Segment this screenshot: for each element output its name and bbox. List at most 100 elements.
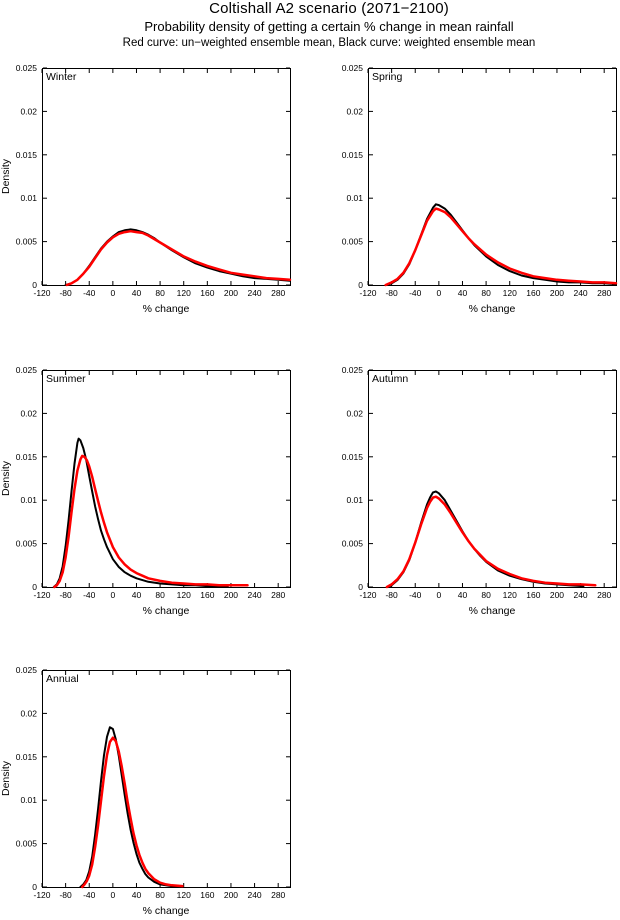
x-tick-label: 280 [597,590,611,600]
y-tick-label: 0 [358,280,363,290]
plot-box [42,670,291,888]
x-tick-label: 280 [271,890,285,900]
x-tick-label: 160 [200,590,214,600]
x-tick-label: -40 [409,288,422,298]
x-tick-label: 120 [503,590,517,600]
x-tick-label: -80 [59,890,72,900]
y-tick-label: 0.02 [20,106,37,116]
x-tick-label: -40 [83,288,96,298]
x-tick-label: 240 [247,890,261,900]
curve-weighted-autumn [387,490,585,588]
x-tick-label: 80 [155,288,165,298]
x-tick-label: 160 [200,890,214,900]
figure-subtitle: Probability density of getting a certain… [144,19,514,34]
figure-header: Coltishall A2 scenario (2071−2100) Proba… [42,0,616,50]
x-tick-label: 160 [526,590,540,600]
y-tick-label: 0.01 [20,193,37,203]
curve-unweighted-spring [384,207,618,287]
x-axis-title: % change [143,605,190,617]
x-tick-label: -40 [409,590,422,600]
y-tick-label: 0.01 [346,495,363,505]
x-tick-label: 40 [132,288,142,298]
x-tick-label: -80 [59,288,72,298]
y-tick-label: 0.005 [16,237,38,247]
y-tick-label: 0.015 [342,150,364,160]
curve-weighted-annual [79,726,182,888]
x-axis-title: % change [143,905,190,917]
x-tick-label: -40 [83,890,96,900]
curve-weighted-summer [52,437,229,588]
x-tick-label: -120 [33,890,50,900]
curve-unweighted-annual [80,736,184,889]
x-tick-label: 40 [458,590,468,600]
x-tick-label: 80 [481,288,491,298]
x-tick-label: 80 [481,590,491,600]
panel-spring: -120 -80 -40 0 40 80 120 160 200 240 280 0 0.005 0.01… [342,63,618,315]
panel-title-spring: Spring [372,71,403,83]
x-tick-label: 80 [155,590,165,600]
x-tick-label: 240 [247,288,261,298]
y-tick-label: 0.02 [20,408,37,418]
panel-summer: -120 -80 -40 0 40 80 120 160 200 240 280 0 0.005 0.01… [0,365,291,617]
y-tick-label: 0.025 [16,665,38,675]
x-tick-label: -120 [359,590,376,600]
x-tick-label: 120 [177,890,191,900]
y-tick-label: 0.005 [342,539,364,549]
panel-annual: -120 -80 -40 0 40 80 120 160 200 240 280 0 0.005 0.01… [0,665,291,917]
plot-box [368,68,617,286]
curve-weighted-spring [385,203,617,286]
x-tick-label: 200 [550,590,564,600]
x-tick-label: 240 [573,288,587,298]
y-tick-label: 0.025 [342,63,364,73]
x-tick-label: 240 [573,590,587,600]
x-axis-title: % change [143,303,190,315]
x-tick-label: 120 [177,288,191,298]
plot-box [368,370,617,588]
panel-autumn: -120 -80 -40 0 40 80 120 160 200 240 280 0 0.005 0.01… [342,365,617,617]
x-tick-label: 40 [132,890,142,900]
x-tick-label: 160 [200,288,214,298]
y-tick-label: 0.005 [16,839,38,849]
y-tick-label: 0.005 [342,237,364,247]
y-tick-label: 0 [32,280,37,290]
x-tick-label: 200 [550,288,564,298]
x-tick-label: 40 [458,288,468,298]
y-tick-label: 0.015 [16,752,38,762]
panel-title-annual: Annual [46,673,79,685]
x-tick-label: -120 [359,288,376,298]
panel-title-autumn: Autumn [372,373,408,385]
x-tick-label: -120 [33,590,50,600]
x-tick-label: -120 [33,288,50,298]
x-tick-label: 200 [224,288,238,298]
y-axis-title: Density [0,760,12,796]
y-tick-label: 0.015 [16,150,38,160]
y-tick-label: 0.005 [16,539,38,549]
y-tick-label: 0.015 [342,452,364,462]
x-tick-label: 0 [110,590,115,600]
x-tick-label: 40 [132,590,142,600]
x-tick-label: 0 [110,890,115,900]
figure-legend-note: Red curve: un−weighted ensemble mean, Bl… [122,37,536,49]
panel-winter: -120 -80 -40 0 40 80 120 160 200 240 280 0 0.005 0.01… [0,63,292,315]
x-tick-label: 280 [271,590,285,600]
x-axis-title: % change [469,303,516,315]
curve-unweighted-winter [65,229,292,287]
y-tick-label: 0.02 [346,408,363,418]
y-tick-label: 0.015 [16,452,38,462]
x-tick-label: 80 [155,890,165,900]
x-tick-label: 0 [436,288,441,298]
curve-unweighted-autumn [385,495,597,589]
y-tick-label: 0.025 [16,63,38,73]
x-tick-label: 280 [271,288,285,298]
y-tick-label: 0.01 [20,795,37,805]
x-tick-label: 0 [436,590,441,600]
x-tick-label: -80 [385,288,398,298]
y-tick-label: 0 [358,582,363,592]
plot-box [42,68,291,286]
curve-unweighted-summer [53,454,249,589]
x-tick-label: 120 [503,288,517,298]
x-tick-label: 0 [110,288,115,298]
x-tick-label: 200 [224,890,238,900]
y-tick-label: 0.025 [342,365,364,375]
